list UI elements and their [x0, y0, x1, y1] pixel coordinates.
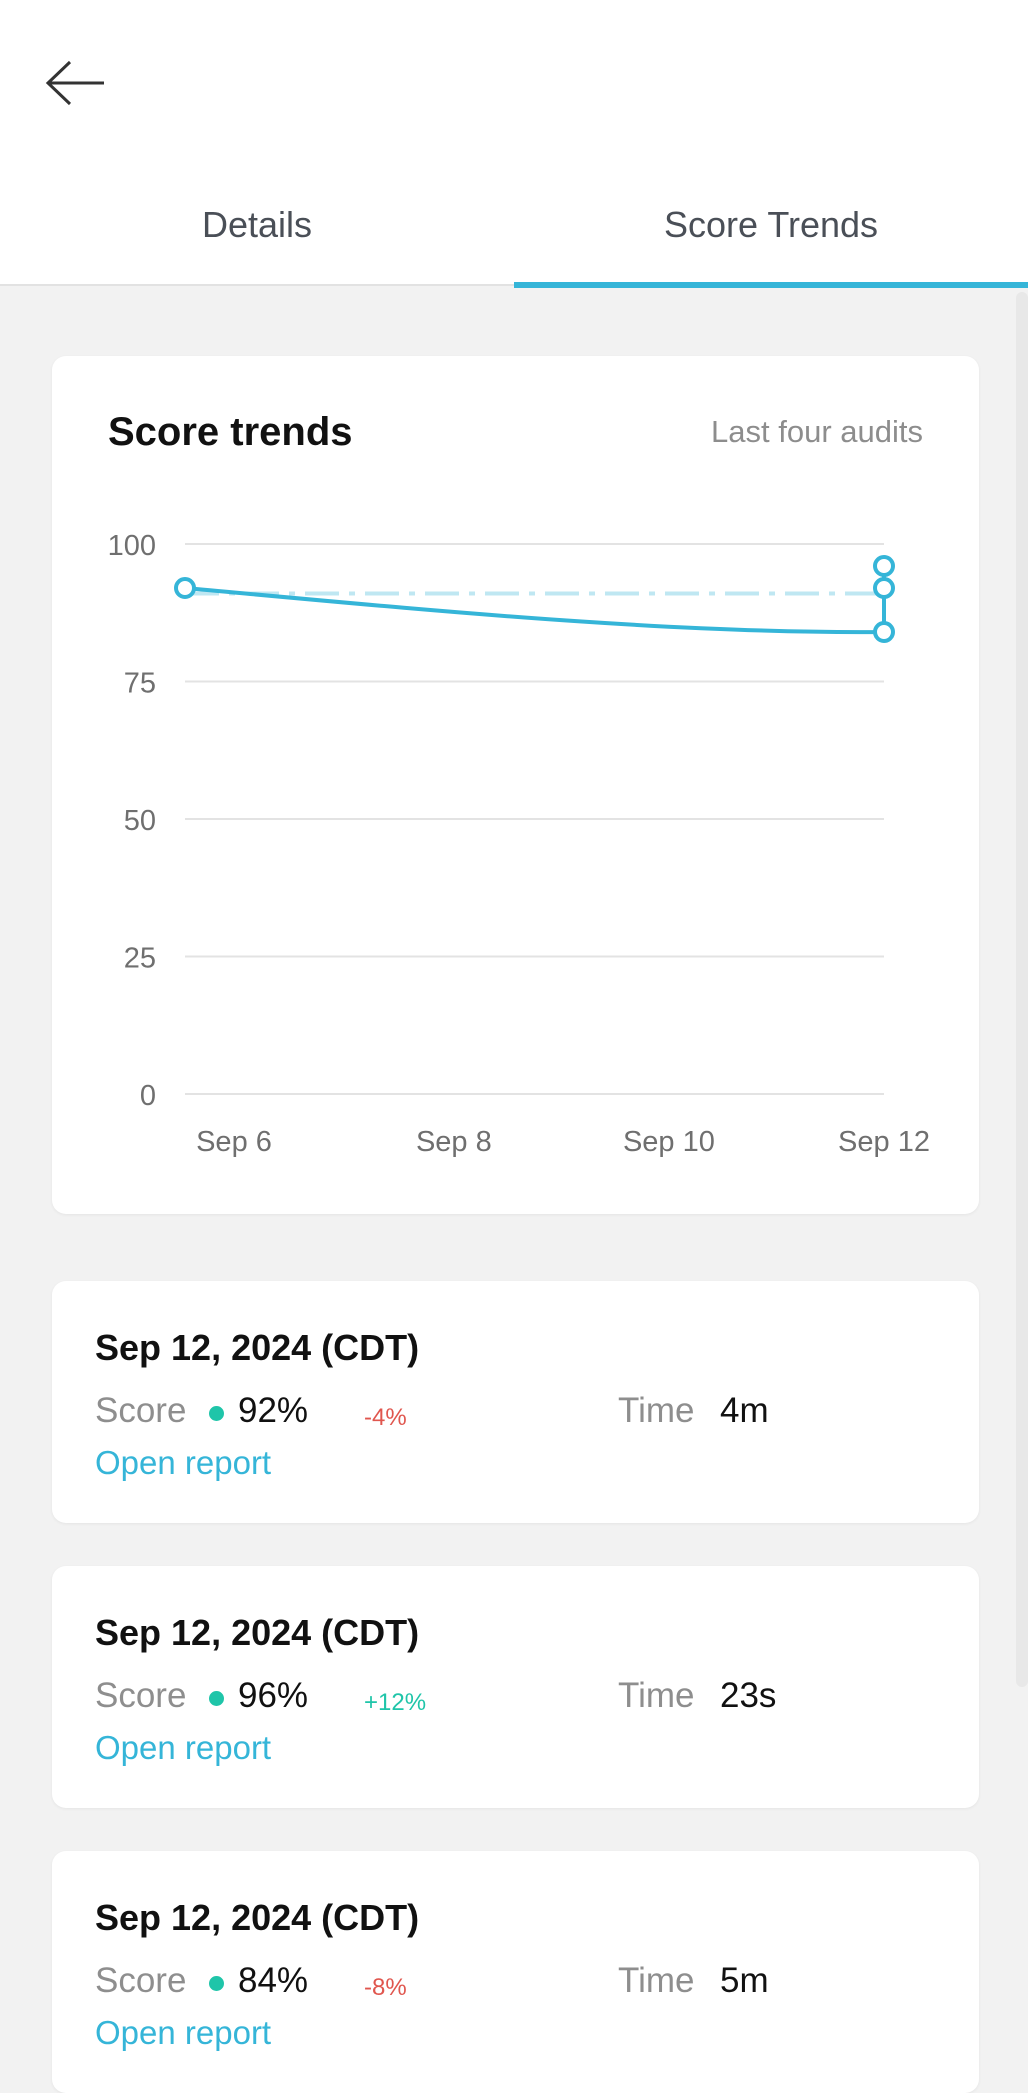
- score-label: Score: [95, 1961, 187, 2000]
- y-tick-label: 0: [140, 1080, 156, 1112]
- tab-score-trends-label: Score Trends: [663, 204, 879, 245]
- time-value: 5m: [720, 1961, 769, 2000]
- tab-score-trends[interactable]: Score Trends: [514, 190, 1028, 286]
- open-report-link[interactable]: Open report: [95, 1729, 272, 1766]
- x-tick-label: Sep 10: [623, 1126, 715, 1158]
- chart-subtitle: Last four audits: [711, 414, 923, 449]
- y-tick-label: 25: [124, 943, 156, 975]
- time-label: Time: [618, 1676, 695, 1715]
- audit-date: Sep 12, 2024 (CDT): [95, 1897, 420, 1938]
- x-tick-label: Sep 12: [838, 1126, 930, 1158]
- y-tick-label: 100: [108, 530, 156, 562]
- x-tick-label: Sep 6: [196, 1126, 272, 1158]
- series-line: [184, 586, 885, 635]
- score-label: Score: [95, 1391, 187, 1430]
- data-point: [873, 577, 895, 599]
- score-value: 92%: [238, 1391, 309, 1430]
- score-trend-chart: 100 75 50 25 0 Sep 6 Sep 8 Sep 10 Sep 12: [108, 530, 930, 1158]
- audit-date: Sep 12, 2024 (CDT): [95, 1612, 420, 1653]
- score-delta: -8%: [364, 1974, 407, 2001]
- top-app-bar: Details Score Trends: [0, 0, 1028, 288]
- score-status-dot: [209, 1976, 224, 1991]
- score-trends-card: Score trends Last four audits 100 75 50 25 0…: [52, 356, 979, 1214]
- audit-card: Sep 12, 2024 (CDT) Score 84% -8% Time 5m…: [52, 1851, 979, 2093]
- y-tick-label: 75: [124, 668, 156, 700]
- data-point: [873, 555, 895, 577]
- audit-card: Sep 12, 2024 (CDT) Score 96% +12% Time 2…: [52, 1566, 979, 1808]
- data-point: [174, 577, 196, 599]
- audit-card: Sep 12, 2024 (CDT) Score 92% -4% Time 4m…: [52, 1281, 979, 1523]
- score-delta: +12%: [364, 1689, 427, 1716]
- time-value: 4m: [720, 1391, 769, 1430]
- time-label: Time: [618, 1961, 695, 2000]
- open-report-link[interactable]: Open report: [95, 1444, 272, 1481]
- tab-details-label: Details: [201, 204, 313, 245]
- open-report-link[interactable]: Open report: [95, 2014, 272, 2051]
- score-delta: -4%: [364, 1404, 407, 1431]
- chart-title: Score trends: [108, 410, 353, 454]
- y-tick-label: 50: [124, 805, 156, 837]
- time-label: Time: [618, 1391, 695, 1430]
- score-status-dot: [209, 1691, 224, 1706]
- back-button[interactable]: [44, 60, 124, 120]
- arrow-left-icon: [45, 60, 104, 106]
- time-value: 23s: [720, 1676, 777, 1715]
- audit-date: Sep 12, 2024 (CDT): [95, 1327, 420, 1368]
- x-tick-label: Sep 8: [416, 1126, 492, 1158]
- score-value: 84%: [238, 1961, 309, 2000]
- active-tab-indicator: [514, 282, 1028, 288]
- score-value: 96%: [238, 1676, 309, 1715]
- scrollbar[interactable]: [1016, 292, 1028, 1687]
- data-point: [873, 621, 895, 643]
- score-label: Score: [95, 1676, 187, 1715]
- score-status-dot: [209, 1406, 224, 1421]
- tab-details[interactable]: Details: [0, 190, 514, 284]
